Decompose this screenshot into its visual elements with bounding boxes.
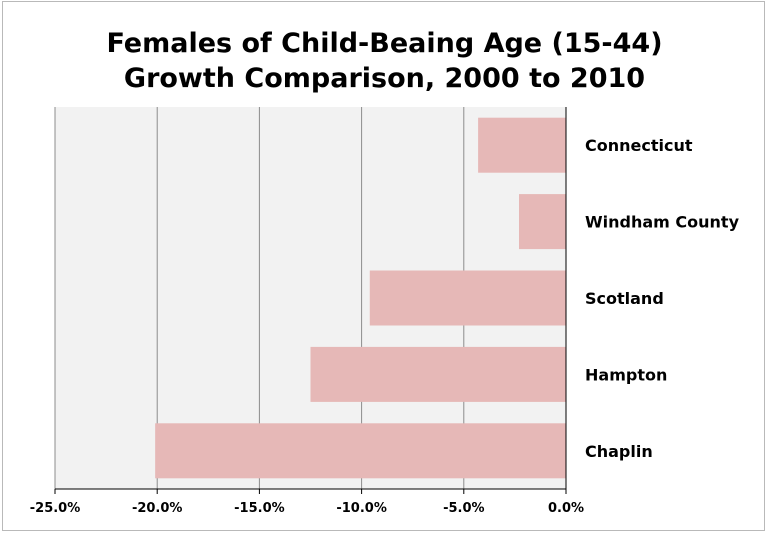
category-labels: Connecticut Windham County Scotland Hampton… [585, 136, 740, 461]
x-axis [54, 107, 567, 494]
x-tick-label: -5.0% [443, 501, 484, 516]
category-label: Windham County [585, 213, 740, 232]
x-tick-labels: -25.0% -20.0% -15.0% -10.0% -5.0% 0.0% [30, 501, 584, 516]
category-label: Scotland [585, 289, 664, 308]
bar [155, 423, 566, 479]
x-tick-label: -10.0% [336, 501, 387, 516]
chart-title-line-1: Females of Child-Beaing Age (15-44) [106, 28, 663, 59]
category-label: Chaplin [585, 442, 653, 461]
x-tick-label: 0.0% [548, 501, 584, 516]
category-label: Hampton [585, 365, 667, 384]
category-label: Connecticut [585, 136, 693, 155]
chart-title: Females of Child-Beaing Age (15-44) Grow… [0, 26, 769, 96]
bars [155, 117, 566, 479]
chart-title-line-2: Growth Comparison, 2000 to 2010 [123, 63, 646, 94]
bar [518, 194, 566, 250]
bar [369, 270, 566, 326]
bar [310, 346, 566, 402]
x-tick-label: -15.0% [234, 501, 285, 516]
x-tick-label: -25.0% [30, 501, 81, 516]
bar [478, 117, 566, 173]
x-tick-label: -20.0% [132, 501, 183, 516]
